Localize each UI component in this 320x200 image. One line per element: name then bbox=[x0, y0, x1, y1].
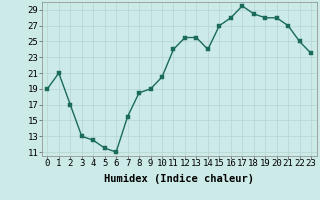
X-axis label: Humidex (Indice chaleur): Humidex (Indice chaleur) bbox=[104, 174, 254, 184]
